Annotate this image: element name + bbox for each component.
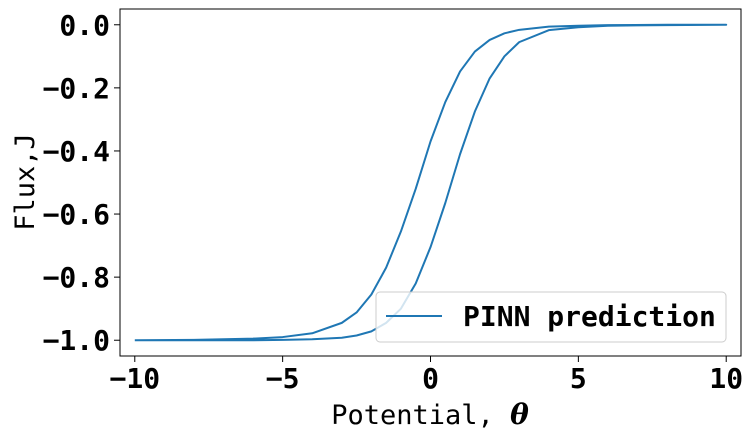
legend-box bbox=[375, 291, 727, 343]
y-tick-label: −1.0 bbox=[43, 324, 110, 357]
x-tick-label: 0 bbox=[422, 362, 439, 395]
y-tick-label: −0.4 bbox=[43, 135, 110, 168]
y-tick-label: 0.0 bbox=[59, 9, 110, 42]
y-tick-label: −0.8 bbox=[43, 261, 110, 294]
y-axis-ticks: 0.0 −0.2 −0.4 −0.6 −0.8 −1.0 bbox=[43, 9, 120, 357]
x-axis-label: Potential, θ bbox=[331, 398, 529, 431]
legend: PINN prediction bbox=[375, 291, 727, 343]
y-axis-label: Flux,J bbox=[10, 133, 41, 231]
x-tick-label: −10 bbox=[109, 362, 160, 395]
x-axis-ticks: −10 −5 0 5 10 bbox=[109, 356, 743, 395]
y-tick-label: −0.6 bbox=[43, 198, 110, 231]
theta-symbol: θ bbox=[510, 398, 529, 431]
y-tick-label: −0.2 bbox=[43, 72, 110, 105]
x-tick-label: −5 bbox=[266, 362, 300, 395]
legend-label: PINN prediction bbox=[463, 300, 716, 333]
x-tick-label: 10 bbox=[709, 362, 743, 395]
x-tick-label: 5 bbox=[570, 362, 587, 395]
